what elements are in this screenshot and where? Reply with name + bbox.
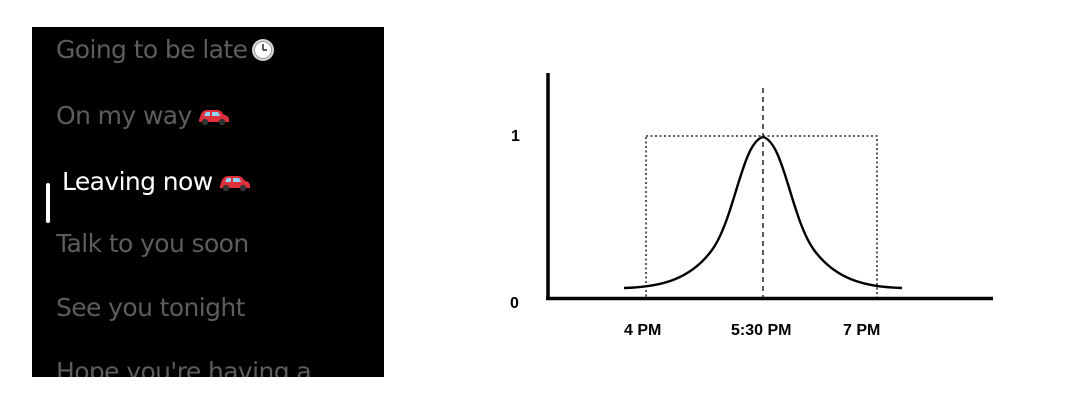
x-label-530pm: 5:30 PM (731, 322, 791, 339)
reply-label: On my way (56, 101, 192, 130)
selection-indicator (46, 183, 50, 223)
reply-item-hope-youre-having-a[interactable]: Hope you're having a (56, 357, 312, 377)
reply-label: Hope you're having a (56, 357, 312, 377)
time-window-box (645, 135, 878, 299)
x-label-4pm: 4 PM (624, 322, 661, 339)
x-label-7pm: 7 PM (843, 322, 880, 339)
reply-item-see-you-tonight[interactable]: See you tonight (56, 293, 245, 322)
reply-item-leaving-now[interactable]: Leaving now (62, 167, 251, 196)
reply-label: Leaving now (62, 167, 213, 196)
quick-reply-list: Going to be late On my way Leaving now (32, 27, 384, 377)
red-car-emoji-icon (196, 105, 230, 127)
red-car-emoji-icon (217, 171, 251, 193)
reply-label: See you tonight (56, 293, 245, 322)
reply-item-on-my-way[interactable]: On my way (56, 101, 230, 130)
y-label-one: 1 (511, 128, 520, 145)
reply-label: Going to be late (56, 35, 248, 64)
reply-label: Talk to you soon (56, 229, 249, 258)
y-label-zero: 0 (510, 295, 519, 312)
reply-item-going-to-be-late[interactable]: Going to be late (56, 35, 275, 64)
bell-curve (623, 135, 903, 290)
clock-emoji-icon (251, 38, 275, 62)
reply-item-talk-to-you-soon[interactable]: Talk to you soon (56, 229, 249, 258)
